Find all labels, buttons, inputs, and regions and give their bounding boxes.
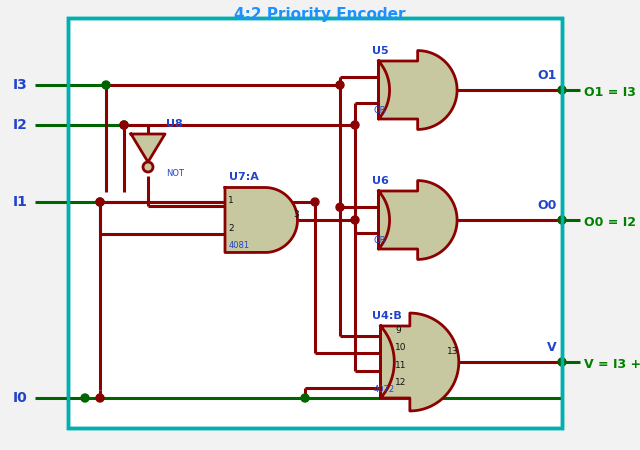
- Circle shape: [351, 216, 359, 224]
- Text: 2: 2: [228, 224, 234, 233]
- Text: U5: U5: [372, 46, 388, 56]
- Text: 4072: 4072: [374, 385, 395, 394]
- FancyBboxPatch shape: [68, 18, 562, 428]
- Polygon shape: [381, 313, 459, 411]
- Polygon shape: [131, 134, 165, 162]
- Circle shape: [143, 162, 153, 172]
- Text: U8: U8: [166, 119, 183, 129]
- Circle shape: [102, 81, 110, 89]
- Text: I3: I3: [13, 78, 28, 92]
- Text: U4:B: U4:B: [372, 311, 402, 321]
- Circle shape: [336, 81, 344, 89]
- Text: 4081: 4081: [229, 242, 250, 251]
- Text: 12: 12: [396, 378, 406, 387]
- Text: U6: U6: [372, 176, 389, 186]
- Circle shape: [336, 203, 344, 211]
- Text: U7:A: U7:A: [229, 172, 259, 183]
- Text: 9: 9: [396, 326, 401, 335]
- Text: O0: O0: [538, 199, 557, 212]
- Polygon shape: [225, 188, 298, 252]
- Text: 13: 13: [447, 347, 458, 356]
- Text: V = I3 + I2 + I1 + I0: V = I3 + I2 + I1 + I0: [584, 357, 640, 370]
- Text: 1: 1: [228, 196, 234, 205]
- Circle shape: [351, 121, 359, 129]
- Text: O1: O1: [538, 69, 557, 82]
- Polygon shape: [378, 50, 457, 130]
- Circle shape: [301, 394, 309, 402]
- Text: 11: 11: [396, 360, 407, 369]
- Circle shape: [96, 198, 104, 206]
- Circle shape: [120, 121, 128, 129]
- Circle shape: [96, 198, 104, 206]
- Circle shape: [558, 358, 566, 366]
- Circle shape: [558, 216, 566, 224]
- Text: NOT: NOT: [166, 169, 184, 178]
- Text: 3: 3: [294, 210, 300, 219]
- Text: 4:2 Priority Encoder: 4:2 Priority Encoder: [234, 7, 406, 22]
- Circle shape: [311, 198, 319, 206]
- Polygon shape: [378, 180, 457, 260]
- Circle shape: [120, 121, 128, 129]
- Text: O0 = I2 I1' + I3: O0 = I2 I1' + I3: [584, 216, 640, 229]
- Text: V: V: [547, 341, 557, 354]
- Text: O1 = I3 + I2: O1 = I3 + I2: [584, 86, 640, 99]
- Text: I2: I2: [13, 118, 28, 132]
- Text: OR: OR: [374, 106, 387, 115]
- Text: 10: 10: [396, 343, 407, 352]
- Text: I0: I0: [13, 391, 28, 405]
- Text: OR: OR: [374, 236, 387, 245]
- Text: I1: I1: [13, 195, 28, 209]
- Circle shape: [558, 86, 566, 94]
- Circle shape: [96, 394, 104, 402]
- Circle shape: [81, 394, 89, 402]
